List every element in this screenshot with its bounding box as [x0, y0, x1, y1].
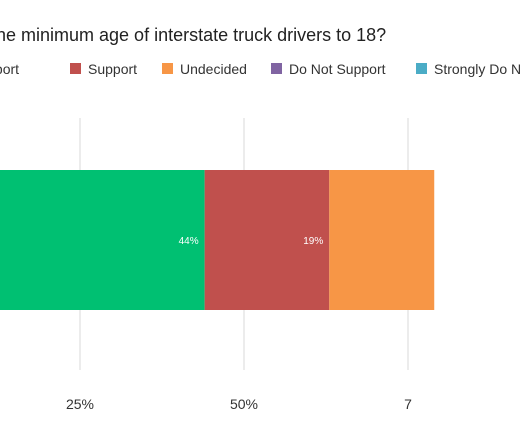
x-tick-label: 7	[404, 396, 412, 412]
legend-swatch	[162, 63, 173, 74]
legend-label: Strongly Do N	[434, 61, 520, 77]
x-axis-ticks: 25% 50% 7	[66, 396, 412, 412]
bar-segment-3	[329, 170, 435, 310]
legend-label: Support	[0, 61, 19, 77]
bar-segment-2	[204, 170, 330, 310]
legend-swatch	[271, 63, 282, 74]
data-label: 19%	[303, 236, 323, 247]
legend-label: Undecided	[180, 61, 247, 77]
legend-label: Do Not Support	[289, 61, 386, 77]
legend-label: Support	[88, 61, 137, 77]
data-labels: 44% 19%	[179, 236, 324, 247]
data-label: 44%	[179, 236, 199, 247]
chart-title: he minimum age of interstate truck drive…	[0, 25, 386, 45]
x-tick-label: 25%	[66, 396, 94, 412]
bars	[0, 170, 435, 310]
legend-swatch	[70, 63, 81, 74]
legend: Support Support Undecided Do Not Support Str…	[0, 61, 520, 77]
bar-segment-1	[0, 170, 205, 310]
x-tick-label: 50%	[230, 396, 258, 412]
legend-swatch	[416, 63, 427, 74]
